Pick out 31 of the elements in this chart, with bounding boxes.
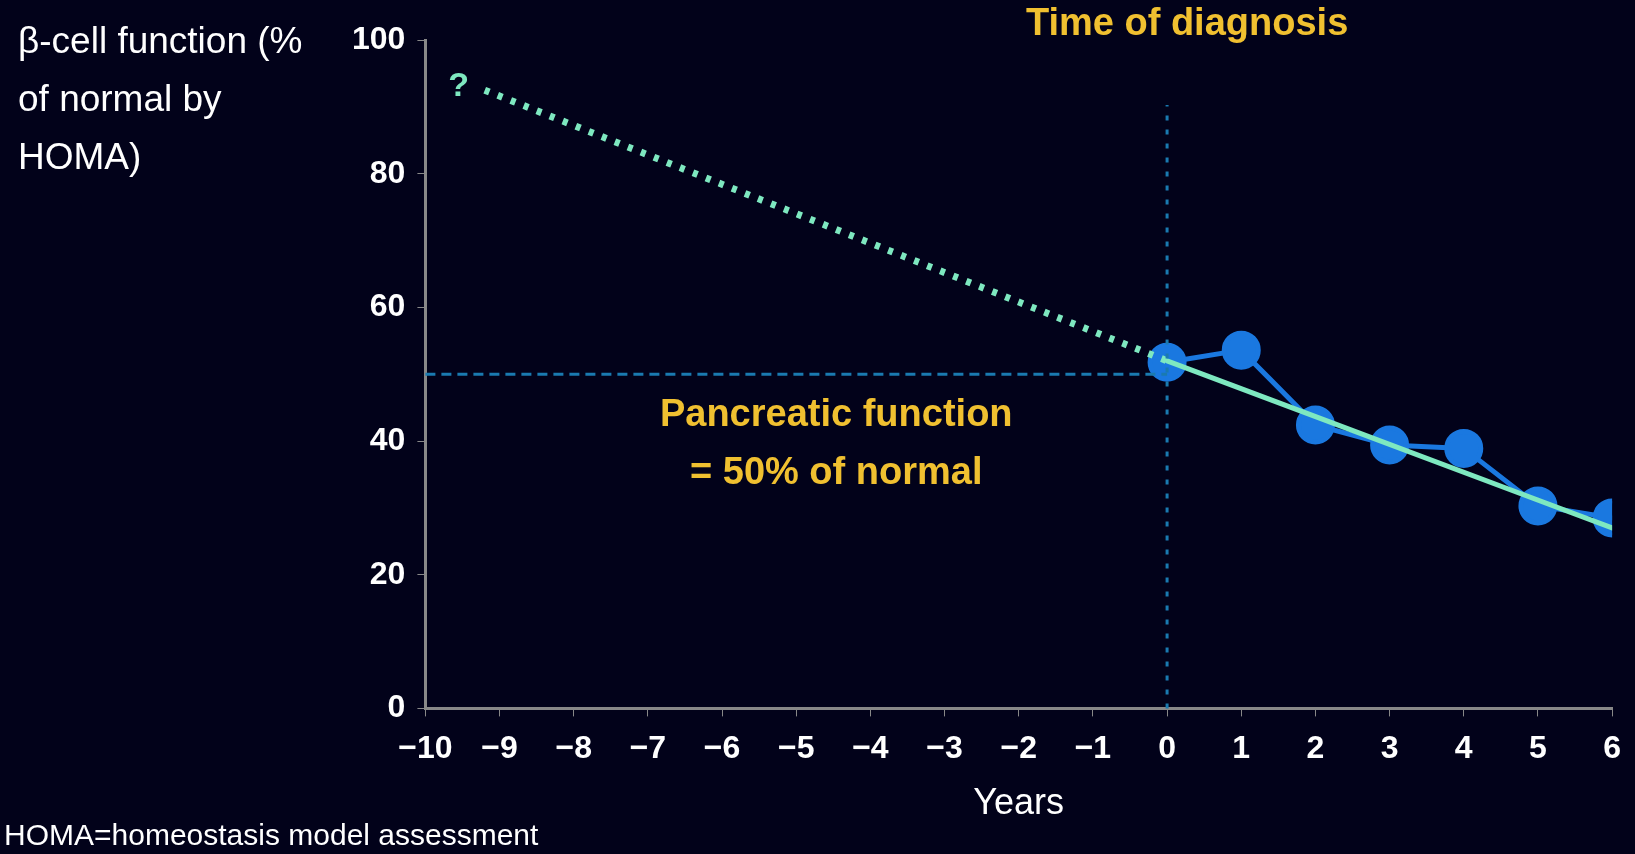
x-tick-label: −10 <box>398 729 453 766</box>
x-tick-label: 2 <box>1306 729 1325 766</box>
y-axis-title: β-cell function (% of normal by HOMA) <box>18 19 304 179</box>
y-tick-label: 80 <box>369 153 406 190</box>
y-tick-label: 0 <box>387 688 406 725</box>
x-tick-label: 0 <box>1158 729 1176 766</box>
x-tick-label: −5 <box>778 729 815 766</box>
x-tick-label: −3 <box>926 729 963 766</box>
y-tick-label: 40 <box>369 420 406 457</box>
y-tick-label: 60 <box>369 287 406 324</box>
ref-line-label: Pancreatic function = 50% of normal <box>659 391 1013 492</box>
point <box>1444 428 1484 468</box>
x-tick-label: −2 <box>1000 729 1037 766</box>
x-tick-label: −9 <box>481 729 518 766</box>
x-tick-label: −7 <box>629 729 667 766</box>
x-tick-label: −4 <box>852 729 889 766</box>
text: HOMA=homeostasis model assessment <box>4 818 540 852</box>
x-tick-label: 6 <box>1603 729 1621 766</box>
x-tick-label: −8 <box>555 729 592 766</box>
x-tick-label: 4 <box>1454 729 1473 766</box>
x-tick-label: −6 <box>703 729 741 766</box>
y-tick-label: 20 <box>369 554 406 591</box>
annotation: ? <box>448 64 470 103</box>
y-tick-label: 100 <box>352 19 406 56</box>
x-tick-label: −1 <box>1074 729 1112 766</box>
x-tick-label: 5 <box>1529 729 1547 766</box>
ref-line-label: Time of diagnosis <box>1025 1 1349 44</box>
x-axis-title: Years <box>973 781 1065 823</box>
x-tick-label: 1 <box>1232 729 1251 766</box>
x-tick-label: 3 <box>1380 729 1399 766</box>
point <box>1221 330 1261 370</box>
